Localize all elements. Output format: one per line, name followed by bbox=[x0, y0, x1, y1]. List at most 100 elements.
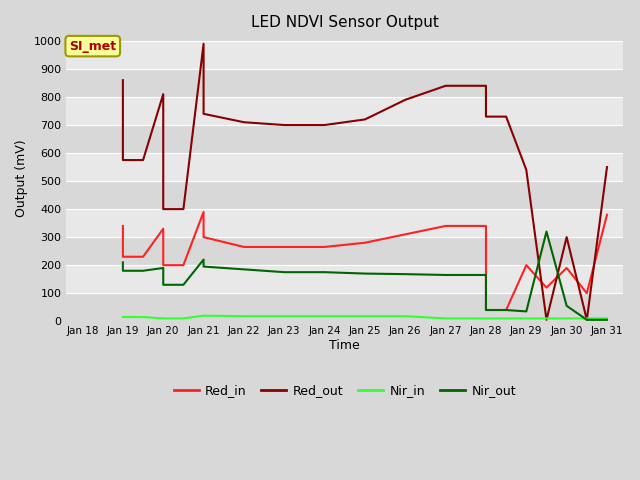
Red_in bbox=[280, 244, 288, 250]
Red_in bbox=[401, 231, 409, 237]
Nir_in bbox=[140, 314, 147, 320]
Red_out bbox=[159, 206, 167, 212]
Red_out bbox=[119, 157, 127, 163]
X-axis label: Time: Time bbox=[330, 339, 360, 352]
Legend: Red_in, Red_out, Nir_in, Nir_out: Red_in, Red_out, Nir_in, Nir_out bbox=[168, 379, 521, 402]
Nir_in bbox=[502, 315, 510, 321]
Red_out bbox=[180, 206, 188, 212]
Red_out bbox=[280, 122, 288, 128]
Line: Red_out: Red_out bbox=[123, 44, 607, 320]
Bar bbox=[67, 181, 623, 209]
Nir_out bbox=[119, 260, 127, 265]
Nir_out bbox=[180, 282, 188, 288]
Red_in bbox=[361, 240, 369, 246]
Red_in bbox=[119, 223, 127, 229]
Nir_out bbox=[401, 271, 409, 277]
Nir_in bbox=[563, 315, 570, 321]
Red_in bbox=[543, 285, 550, 290]
Nir_out bbox=[119, 268, 127, 274]
Nir_out bbox=[583, 317, 591, 323]
Nir_in bbox=[543, 315, 550, 321]
Nir_out bbox=[200, 257, 207, 263]
Line: Red_in: Red_in bbox=[123, 212, 607, 310]
Red_out bbox=[140, 157, 147, 163]
Nir_out bbox=[442, 272, 449, 278]
Bar bbox=[67, 41, 623, 69]
Bar bbox=[67, 153, 623, 181]
Red_in bbox=[180, 262, 188, 268]
Nir_in bbox=[321, 313, 328, 319]
Nir_out bbox=[321, 269, 328, 275]
Nir_out bbox=[603, 317, 611, 323]
Red_in bbox=[321, 244, 328, 250]
Red_in bbox=[240, 244, 248, 250]
Nir_in bbox=[603, 315, 611, 321]
Red_out bbox=[401, 97, 409, 103]
Red_out bbox=[200, 111, 207, 117]
Nir_out bbox=[502, 307, 510, 313]
Nir_out bbox=[482, 272, 490, 278]
Nir_out bbox=[280, 269, 288, 275]
Nir_in bbox=[200, 313, 207, 319]
Text: SI_met: SI_met bbox=[69, 40, 116, 53]
Red_out bbox=[200, 41, 207, 47]
Red_out bbox=[442, 83, 449, 89]
Red_in bbox=[140, 254, 147, 260]
Bar bbox=[67, 125, 623, 153]
Nir_in bbox=[180, 315, 188, 321]
Red_in bbox=[200, 234, 207, 240]
Nir_in bbox=[482, 315, 490, 321]
Red_out bbox=[482, 114, 490, 120]
Nir_in bbox=[361, 313, 369, 319]
Red_out bbox=[563, 234, 570, 240]
Red_out bbox=[240, 120, 248, 125]
Red_in bbox=[119, 254, 127, 260]
Line: Nir_in: Nir_in bbox=[123, 316, 607, 318]
Nir_out bbox=[522, 309, 530, 314]
Title: LED NDVI Sensor Output: LED NDVI Sensor Output bbox=[251, 15, 438, 30]
Red_out bbox=[502, 114, 510, 120]
Bar bbox=[67, 69, 623, 97]
Red_in bbox=[482, 223, 490, 229]
Red_in bbox=[502, 307, 510, 313]
Bar bbox=[67, 265, 623, 293]
Nir_out bbox=[159, 265, 167, 271]
Red_in bbox=[159, 226, 167, 232]
Red_in bbox=[603, 212, 611, 217]
Nir_in bbox=[159, 315, 167, 321]
Red_in bbox=[482, 307, 490, 313]
Red_in bbox=[563, 265, 570, 271]
Red_in bbox=[159, 262, 167, 268]
Red_out bbox=[522, 167, 530, 173]
Nir_out bbox=[482, 307, 490, 313]
Nir_out bbox=[200, 264, 207, 269]
Red_out bbox=[603, 164, 611, 170]
Nir_out bbox=[361, 271, 369, 276]
Bar bbox=[67, 36, 623, 41]
Nir_out bbox=[563, 303, 570, 309]
Line: Nir_out: Nir_out bbox=[123, 231, 607, 320]
Red_out bbox=[583, 317, 591, 323]
Y-axis label: Output (mV): Output (mV) bbox=[15, 140, 28, 217]
Red_out bbox=[543, 317, 550, 323]
Nir_out bbox=[543, 228, 550, 234]
Red_out bbox=[159, 91, 167, 97]
Nir_out bbox=[159, 282, 167, 288]
Bar bbox=[67, 293, 623, 321]
Bar bbox=[67, 209, 623, 237]
Nir_in bbox=[240, 313, 248, 319]
Nir_out bbox=[240, 266, 248, 272]
Nir_out bbox=[140, 268, 147, 274]
Red_out bbox=[321, 122, 328, 128]
Red_in bbox=[442, 223, 449, 229]
Nir_in bbox=[119, 314, 127, 320]
Bar bbox=[67, 97, 623, 125]
Nir_in bbox=[280, 313, 288, 319]
Red_out bbox=[119, 77, 127, 83]
Nir_in bbox=[442, 315, 449, 321]
Bar bbox=[67, 237, 623, 265]
Nir_in bbox=[583, 315, 591, 321]
Nir_in bbox=[522, 315, 530, 321]
Red_in bbox=[200, 209, 207, 215]
Nir_in bbox=[401, 313, 409, 319]
